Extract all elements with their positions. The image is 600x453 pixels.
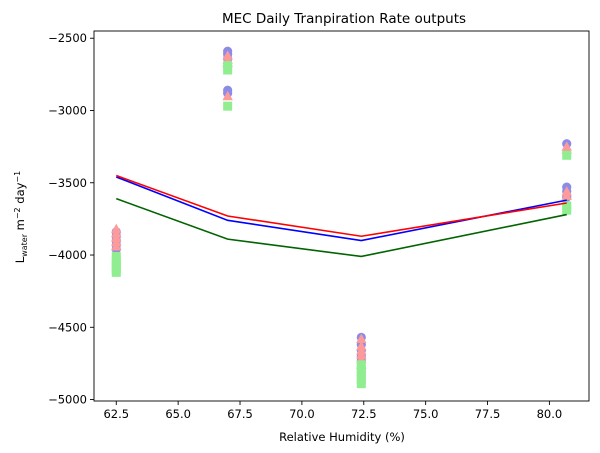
scatter-point-square-14 — [356, 379, 366, 389]
series-line-1 — [116, 174, 567, 238]
scatter-point-square-8 — [223, 101, 233, 111]
scatter-point-square-15 — [562, 150, 572, 160]
series-line-2 — [116, 197, 567, 258]
x-tick-label: 75.0 — [413, 407, 439, 421]
x-tick-label: 72.5 — [351, 407, 377, 421]
x-tick-label: 80.0 — [537, 407, 563, 421]
scatter-point-triangle-9 — [356, 333, 367, 344]
x-axis-label: Relative Humidity (%) — [279, 430, 405, 444]
series-line-0 — [115, 176, 567, 242]
x-tick-label: 65.0 — [165, 407, 191, 421]
scatter-point-square-5 — [111, 267, 121, 277]
scatter-point-square-7 — [223, 65, 233, 75]
y-tick-label: −5000 — [48, 393, 87, 407]
y-tick-label: −4000 — [48, 248, 87, 262]
plot-frame — [93, 30, 590, 402]
scatter-point-triangle-18 — [561, 190, 572, 200]
x-tick-label: 70.0 — [289, 407, 315, 421]
y-axis-label: Lwater m−2 day−1 — [13, 171, 29, 263]
y-tick-label: −4500 — [48, 320, 87, 334]
y-tick-label: −2500 — [48, 31, 87, 45]
x-tick-label: 67.5 — [227, 407, 253, 421]
y-tick-label: −3000 — [48, 103, 87, 117]
x-tick-label: 77.5 — [475, 407, 501, 421]
scatter-point-triangle-4 — [111, 241, 122, 251]
scatter-point-square-17 — [562, 205, 572, 215]
scatter-point-triangle-8 — [222, 90, 233, 101]
chart-title: MEC Daily Tranpiration Rate outputs — [222, 11, 466, 27]
y-tick-label: −3500 — [48, 176, 87, 190]
x-tick-label: 62.5 — [103, 407, 129, 421]
